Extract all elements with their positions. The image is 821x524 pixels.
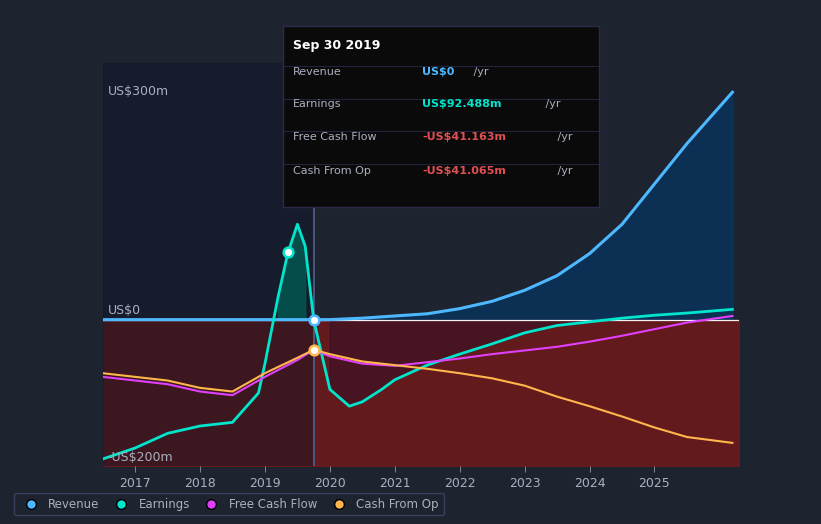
Text: /yr: /yr [554, 132, 573, 142]
Text: Earnings: Earnings [293, 100, 342, 110]
Text: US$300m: US$300m [108, 85, 169, 98]
Bar [103, 63, 314, 466]
Text: US$92.488m: US$92.488m [422, 100, 502, 110]
Text: Cash From Op: Cash From Op [293, 166, 370, 176]
Text: Revenue: Revenue [293, 67, 342, 77]
Text: US$0: US$0 [108, 304, 141, 318]
Text: Analysts Forecasts: Analysts Forecasts [322, 85, 438, 98]
Text: Sep 30 2019: Sep 30 2019 [293, 39, 380, 52]
Text: Past: Past [282, 85, 309, 98]
Text: /yr: /yr [470, 67, 488, 77]
Legend: Revenue, Earnings, Free Cash Flow, Cash From Op: Revenue, Earnings, Free Cash Flow, Cash … [14, 493, 443, 516]
Text: /yr: /yr [543, 100, 561, 110]
Text: /yr: /yr [554, 166, 573, 176]
Text: -US$41.163m: -US$41.163m [422, 132, 507, 142]
Text: -US$41.065m: -US$41.065m [422, 166, 507, 176]
Text: -US$200m: -US$200m [108, 451, 173, 464]
Text: Free Cash Flow: Free Cash Flow [293, 132, 376, 142]
Text: US$0: US$0 [422, 67, 455, 77]
